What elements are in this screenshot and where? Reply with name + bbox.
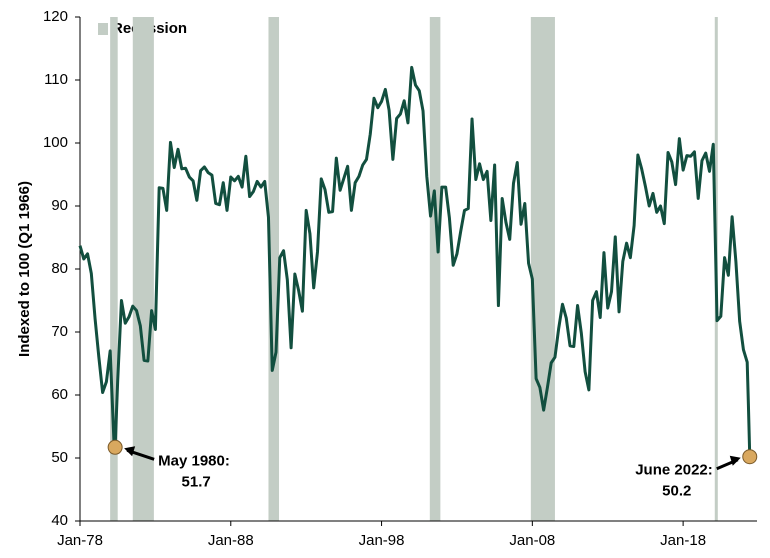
y-tick-label: 90 bbox=[51, 197, 68, 214]
y-axis-label: Indexed to 100 (Q1 1966) bbox=[16, 181, 33, 357]
annotation-value: 51.7 bbox=[182, 473, 211, 490]
x-tick-label: Jan-88 bbox=[208, 532, 254, 549]
x-tick-label: Jan-98 bbox=[359, 532, 405, 549]
y-tick-label: 100 bbox=[43, 134, 68, 151]
recession-band bbox=[110, 17, 118, 521]
annotation-value: 50.2 bbox=[662, 483, 691, 500]
recession-band bbox=[530, 17, 555, 521]
y-tick-label: 80 bbox=[51, 260, 68, 277]
series-line bbox=[78, 65, 752, 457]
legend-swatch bbox=[98, 23, 108, 35]
annotation-marker bbox=[107, 439, 123, 455]
y-tick-label: 50 bbox=[51, 449, 68, 466]
annotation-label: May 1980: bbox=[158, 452, 230, 469]
recession-band bbox=[429, 17, 441, 521]
annotation-marker bbox=[742, 449, 758, 465]
y-tick-label: 110 bbox=[44, 71, 68, 88]
y-tick-label: 70 bbox=[51, 323, 68, 340]
annotation-label: June 2022: bbox=[635, 462, 713, 479]
x-tick-label: Jan-18 bbox=[660, 532, 706, 549]
y-tick-label: 60 bbox=[51, 386, 68, 403]
x-tick-label: Jan-08 bbox=[509, 532, 555, 549]
annotation-arrowhead bbox=[124, 446, 136, 457]
y-tick-label: 40 bbox=[51, 512, 68, 529]
recession-band bbox=[132, 17, 154, 521]
annotation-arrowhead bbox=[729, 455, 741, 466]
y-tick-label: 120 bbox=[43, 8, 68, 25]
recession-band bbox=[268, 17, 280, 521]
x-tick-label: Jan-78 bbox=[57, 532, 103, 549]
